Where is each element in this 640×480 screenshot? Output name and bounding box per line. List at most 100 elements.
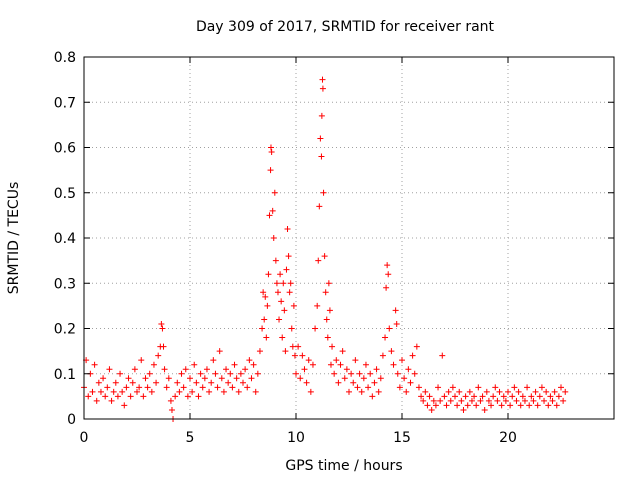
y-tick-label: 0.1 — [54, 367, 76, 383]
data-point — [240, 379, 246, 386]
data-point — [519, 393, 526, 400]
data-point — [259, 325, 266, 332]
data-point — [532, 388, 539, 395]
data-point — [558, 384, 564, 391]
data-point — [507, 402, 514, 409]
data-point — [225, 379, 232, 386]
data-point — [385, 271, 392, 278]
data-point — [138, 357, 145, 364]
data-point — [422, 388, 429, 395]
y-tick-label: 0.4 — [54, 231, 76, 247]
data-point — [409, 352, 416, 359]
data-point — [413, 343, 420, 350]
data-point — [117, 370, 124, 377]
data-point — [384, 262, 391, 269]
data-point — [553, 402, 560, 409]
data-point — [193, 379, 200, 386]
data-point — [407, 379, 414, 386]
data-point — [320, 189, 327, 196]
data-point — [267, 167, 274, 174]
data-point — [160, 343, 167, 350]
data-point — [180, 384, 187, 391]
data-point — [248, 375, 255, 382]
data-point — [229, 384, 236, 391]
data-point — [485, 397, 492, 404]
data-point — [388, 348, 395, 355]
data-point — [377, 375, 384, 382]
data-point — [430, 397, 437, 404]
data-point — [142, 375, 149, 382]
data-point — [329, 343, 336, 350]
data-points — [81, 76, 569, 422]
data-point — [458, 397, 465, 404]
data-point — [283, 266, 290, 273]
data-point — [488, 402, 495, 409]
data-point — [155, 352, 162, 359]
data-point — [346, 388, 352, 395]
data-point — [262, 293, 269, 300]
data-point — [528, 393, 535, 400]
data-point — [326, 307, 333, 314]
data-point — [443, 402, 450, 409]
data-point — [356, 370, 363, 377]
data-point — [396, 384, 403, 391]
data-point — [337, 361, 344, 368]
data-point — [318, 112, 325, 119]
y-tick-label: 0.3 — [54, 276, 76, 292]
data-point — [199, 384, 206, 391]
data-point — [178, 370, 185, 377]
data-point — [319, 76, 326, 83]
data-point — [536, 393, 543, 400]
data-point — [270, 235, 277, 241]
data-point — [299, 352, 306, 359]
data-point — [216, 348, 223, 355]
data-point — [195, 393, 202, 400]
data-point — [114, 393, 121, 400]
x-tick-label: 0 — [80, 430, 89, 446]
data-point — [146, 370, 153, 377]
data-point — [244, 384, 251, 391]
data-point — [471, 393, 478, 400]
data-point — [502, 397, 509, 404]
data-point — [479, 393, 486, 400]
data-point — [360, 375, 367, 382]
data-point — [121, 402, 128, 409]
data-point — [477, 397, 484, 404]
data-point — [303, 379, 310, 386]
data-point — [317, 135, 324, 142]
data-point — [268, 149, 275, 156]
data-point — [473, 402, 480, 409]
data-point — [339, 348, 346, 355]
data-point — [265, 271, 272, 278]
data-point — [494, 397, 501, 404]
x-axis-label: GPS time / hours — [285, 458, 402, 474]
data-point — [551, 388, 558, 395]
data-point — [289, 343, 296, 350]
y-tick-label: 0.5 — [54, 186, 76, 202]
data-point — [555, 393, 562, 400]
data-point — [441, 393, 448, 400]
data-point — [191, 361, 198, 368]
data-point — [460, 406, 467, 413]
data-point — [432, 402, 439, 409]
data-point — [405, 366, 412, 373]
data-point — [89, 388, 96, 395]
data-point — [475, 384, 482, 391]
data-point — [144, 384, 151, 391]
data-point — [420, 397, 427, 404]
y-tick-label: 0.2 — [54, 322, 76, 338]
data-point — [167, 397, 174, 404]
data-point — [134, 388, 140, 395]
data-point — [371, 379, 378, 386]
data-point — [263, 334, 270, 341]
data-point — [189, 388, 196, 395]
data-point — [386, 325, 393, 332]
data-point — [176, 388, 183, 395]
data-point — [102, 393, 109, 400]
data-point — [227, 370, 234, 377]
data-point — [187, 375, 193, 382]
data-point — [112, 379, 119, 386]
data-point — [411, 370, 418, 377]
data-point — [333, 357, 340, 364]
data-point — [252, 388, 259, 395]
